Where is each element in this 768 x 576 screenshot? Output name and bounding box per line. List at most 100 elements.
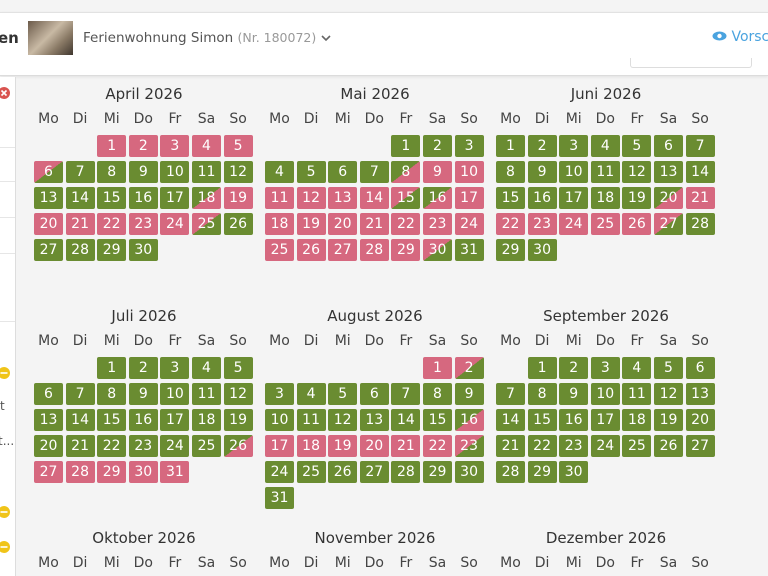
weekday-header: Mo <box>38 555 59 571</box>
property-thumbnail[interactable] <box>28 21 73 55</box>
day-cell: 8 <box>496 161 525 183</box>
weekday-header: Sa <box>659 111 678 127</box>
day-cell: 8 <box>527 383 557 405</box>
day-cell: 21 <box>359 213 389 235</box>
search-box[interactable] <box>630 58 752 68</box>
day-cell: 10 <box>160 383 190 405</box>
day-cell: 24 <box>559 213 589 235</box>
weekday-header: Mo <box>38 111 59 127</box>
day-cell: 2 <box>128 357 158 379</box>
weekday-header: Fr <box>168 555 182 571</box>
status-icon <box>0 541 10 553</box>
sidebar-item[interactable]: t... <box>0 434 15 448</box>
day-cell: 20 <box>685 409 715 431</box>
day-cell: 8 <box>97 383 127 405</box>
day-cell: 11 <box>192 383 221 405</box>
status-icon <box>0 506 10 518</box>
day-cell: 12 <box>328 409 358 431</box>
day-cell: 29 <box>527 461 557 483</box>
weekday-header: Mi <box>334 111 351 127</box>
weekday-header: Di <box>303 555 319 571</box>
day-cell: 25 <box>590 213 620 235</box>
day-cell: 20 <box>654 187 683 209</box>
day-cell: 2 <box>527 135 557 157</box>
day-cell: 29 <box>423 461 452 483</box>
weekday-header: So <box>460 333 478 349</box>
day-cell: 12 <box>223 161 253 183</box>
property-number: (Nr. 180072) <box>237 30 317 45</box>
day-cell: 6 <box>34 383 63 405</box>
day-cell: 11 <box>296 409 326 431</box>
weekday-header: Do <box>133 555 153 571</box>
day-cell: 16 <box>128 187 158 209</box>
property-selector[interactable]: Ferienwohnung Simon (Nr. 180072) <box>83 30 331 46</box>
sidebar-item[interactable]: t <box>0 399 5 413</box>
top-bar: en Ferienwohnung Simon (Nr. 180072) Vors… <box>0 12 768 76</box>
day-cell: 6 <box>685 357 715 379</box>
month-title: November 2026 <box>314 529 436 547</box>
day-cell: 16 <box>454 409 484 431</box>
day-cell: 9 <box>527 161 557 183</box>
month-title: Oktober 2026 <box>92 529 196 547</box>
day-cell: 6 <box>328 161 358 183</box>
weekday-header: Fr <box>630 333 644 349</box>
day-cell: 22 <box>391 213 421 235</box>
close-icon[interactable] <box>0 87 10 99</box>
day-cell: 21 <box>65 435 95 457</box>
day-cell: 21 <box>65 213 95 235</box>
day-cell: 11 <box>590 161 620 183</box>
day-cell: 18 <box>265 213 294 235</box>
day-cell: 28 <box>65 239 95 261</box>
day-cell: 31 <box>160 461 190 483</box>
day-cell: 7 <box>359 161 389 183</box>
weekday-header: Fr <box>630 555 644 571</box>
weekday-header: So <box>460 111 478 127</box>
preview-label: Vorsch <box>731 29 768 45</box>
day-cell: 26 <box>622 213 652 235</box>
weekday-header: So <box>691 555 709 571</box>
day-cell: 23 <box>559 435 589 457</box>
weekday-header: Mi <box>103 555 120 571</box>
weekday-header: Sa <box>659 333 678 349</box>
day-cell: 6 <box>34 161 63 183</box>
day-cell: 22 <box>496 213 525 235</box>
day-cell: 10 <box>160 161 190 183</box>
divider <box>0 181 15 182</box>
day-cell: 7 <box>496 383 525 405</box>
day-cell: 23 <box>527 213 557 235</box>
day-cell: 21 <box>685 187 715 209</box>
weekday-header: Do <box>133 333 153 349</box>
day-cell: 17 <box>559 187 589 209</box>
month-title: Dezember 2026 <box>545 529 667 547</box>
weekday-header: Di <box>72 555 88 571</box>
day-cell: 11 <box>192 161 221 183</box>
day-cell: 13 <box>359 409 389 431</box>
day-cell: 27 <box>34 239 63 261</box>
day-cell: 5 <box>223 357 253 379</box>
day-cell: 20 <box>328 213 358 235</box>
weekday-header: Di <box>72 333 88 349</box>
day-cell: 1 <box>391 135 421 157</box>
day-cell: 8 <box>423 383 452 405</box>
day-cell: 4 <box>296 383 326 405</box>
day-cell: 1 <box>527 357 557 379</box>
day-cell: 19 <box>622 187 652 209</box>
day-cell: 23 <box>128 435 158 457</box>
day-cell: 14 <box>391 409 421 431</box>
preview-link[interactable]: Vorsch <box>712 29 768 45</box>
weekday-header: Mo <box>500 555 521 571</box>
day-cell: 4 <box>265 161 294 183</box>
day-cell: 22 <box>97 435 127 457</box>
day-cell: 15 <box>527 409 557 431</box>
day-cell: 30 <box>527 239 557 261</box>
day-cell: 16 <box>559 409 589 431</box>
divider <box>0 217 15 218</box>
day-cell: 10 <box>265 409 294 431</box>
month-title: Juli 2026 <box>111 307 177 325</box>
day-cell: 22 <box>423 435 452 457</box>
day-cell: 8 <box>391 161 421 183</box>
day-cell: 27 <box>654 213 683 235</box>
weekday-header: So <box>229 111 247 127</box>
day-cell: 19 <box>223 187 253 209</box>
day-cell: 12 <box>223 383 253 405</box>
